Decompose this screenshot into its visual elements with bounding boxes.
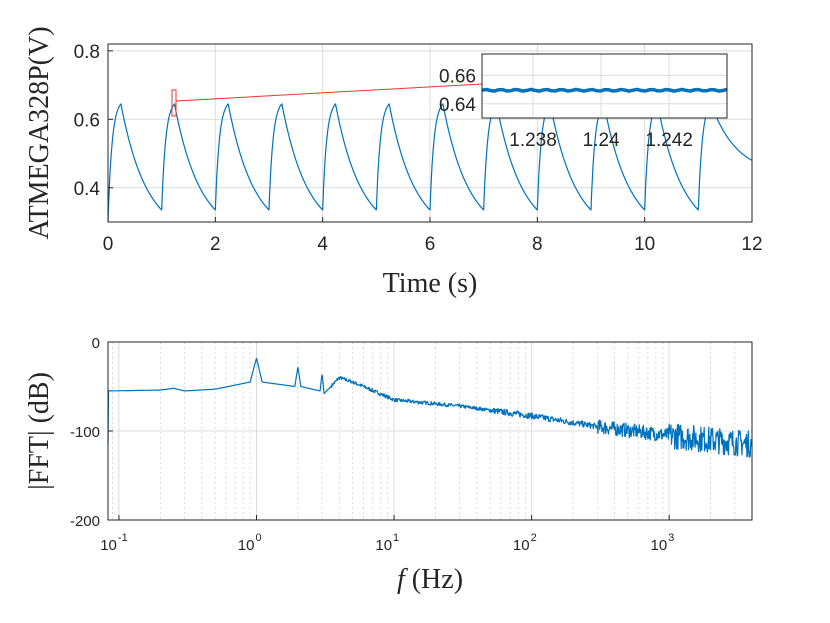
time-y-axis-label: ATMEGA328P(V) [24, 26, 55, 239]
time-x-axis-label: Time (s) [383, 268, 478, 299]
time-x-tick-label: 10 [634, 234, 655, 255]
inset-x-tick-label: 1.24 [583, 130, 620, 151]
inset-ticks: 1.238 1.24 1.242 0.64 0.66 [439, 66, 693, 151]
fft-x-tick-exponent: 2 [531, 532, 537, 544]
inset-x-tick-label: 1.242 [645, 130, 693, 151]
fft-x-tick-label: 10 [238, 537, 255, 554]
time-x-tick-label: 2 [210, 234, 221, 255]
fft-x-axis-label-unit: (Hz) [405, 564, 463, 595]
zoom-region-box [171, 89, 177, 117]
time-domain-chart: 0 2 4 6 8 10 12 0.4 0.6 0.8 ATMEGA328P(V) Time (s… [24, 26, 763, 299]
time-y-tick-label: 0.6 [74, 110, 100, 131]
fft-x-tick-label: 10 [375, 537, 392, 554]
time-grid [108, 44, 752, 222]
time-x-tick-label: 0 [103, 234, 114, 255]
fft-x-tick-exponent: 0 [255, 532, 261, 544]
fft-x-axis-label-var: f [397, 564, 408, 595]
inset-background [482, 54, 727, 118]
fft-x-tick-exponent: 3 [668, 532, 674, 544]
zoom-connector-line [175, 83, 483, 102]
zoom-inset: 1.238 1.24 1.242 0.64 0.66 [439, 53, 728, 151]
fft-x-tick-label: 10 [650, 537, 667, 554]
time-ticks: 0 2 4 6 8 10 12 0.4 0.6 0.8 [74, 42, 763, 255]
time-x-tick-label: 12 [741, 234, 762, 255]
voltage-trace [107, 103, 753, 223]
fft-x-tick-exponent: -1 [118, 532, 128, 544]
inset-x-tick-label: 1.238 [509, 130, 557, 151]
fft-y-tick-label: 0 [92, 335, 100, 352]
time-x-tick-label: 8 [532, 234, 543, 255]
fft-grid [108, 341, 753, 521]
fft-x-tick-exponent: 1 [393, 532, 399, 544]
fft-x-tick-label: 10 [513, 537, 530, 554]
fft-y-tick-label: -100 [70, 424, 100, 441]
time-y-tick-label: 0.8 [74, 42, 100, 63]
inset-axes-frame [481, 53, 728, 119]
inset-y-tick-label: 0.64 [439, 95, 476, 116]
fft-trace [107, 357, 753, 458]
inset-y-tick-label: 0.66 [439, 66, 476, 87]
fft-chart: 10 -1 10 0 10 1 10 2 10 30-100-200 |FFT| (dB) f (… [24, 335, 753, 595]
fft-ticks: 10 -1 10 0 10 1 10 2 10 30-100-200 [70, 335, 674, 554]
inset-voltage-trace [481, 87, 728, 93]
inset-grid [482, 54, 727, 118]
fft-y-axis-label: |FFT| (dB) [24, 372, 55, 490]
fft-y-tick-label: -200 [70, 513, 100, 530]
fft-x-tick-label: 10 [100, 537, 117, 554]
time-x-tick-label: 4 [317, 234, 328, 255]
time-x-tick-label: 6 [425, 234, 436, 255]
time-y-tick-label: 0.4 [74, 179, 101, 200]
fft-x-axis-label: f (Hz) [397, 564, 463, 595]
